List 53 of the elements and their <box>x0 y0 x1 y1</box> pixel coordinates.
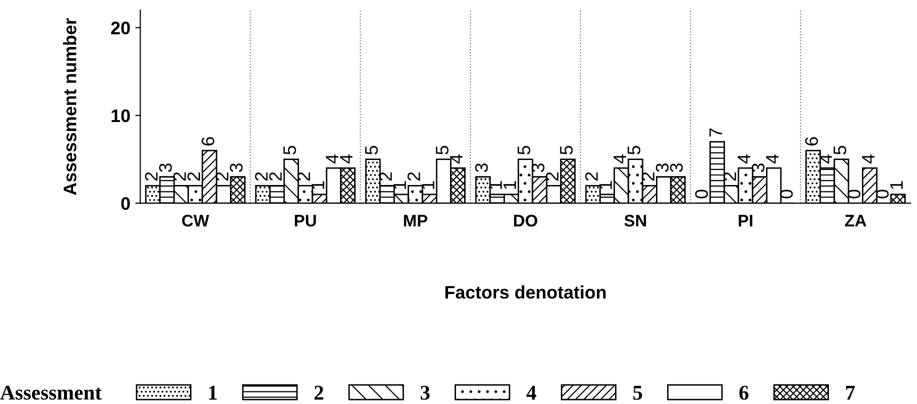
legend-label: 7 <box>846 386 855 400</box>
data-label: 3 <box>670 163 683 172</box>
data-label: 2 <box>144 172 158 181</box>
legend-label: 2 <box>314 386 324 400</box>
data-label: 5 <box>365 146 378 154</box>
legend-label: 4 <box>526 386 536 400</box>
legend-label: 6 <box>739 386 748 400</box>
data-label: 2 <box>585 172 598 181</box>
data-label: 5 <box>560 146 573 154</box>
data-label: 2 <box>187 172 200 181</box>
data-label: 3 <box>159 163 172 172</box>
data-label: 3 <box>475 163 488 172</box>
data-label: 5 <box>283 146 296 154</box>
data-label: 2 <box>407 172 420 181</box>
x-tick-label: ZA <box>844 214 866 226</box>
y-tick-label: 0 <box>121 197 130 210</box>
data-label: 6 <box>202 137 214 146</box>
x-tick-label: DO <box>514 214 538 227</box>
legend-label: 3 <box>420 386 430 400</box>
data-label: 7 <box>709 128 722 137</box>
y-axis-title: Assessment number <box>63 18 76 196</box>
data-label: 1 <box>890 181 903 189</box>
data-label: 4 <box>738 154 750 164</box>
data-label: 4 <box>766 154 778 164</box>
data-label: 1 <box>504 181 516 189</box>
data-label: 4 <box>614 154 626 164</box>
x-tick-label: CW <box>182 214 210 227</box>
data-label: 2 <box>269 172 282 181</box>
data-label: 4 <box>450 154 463 164</box>
data-label: 5 <box>834 146 846 154</box>
data-label: 4 <box>326 154 338 164</box>
data-label: 5 <box>436 146 449 154</box>
legend-title: Assessment <box>0 386 102 400</box>
data-label: 2 <box>254 172 268 181</box>
data-label: 5 <box>518 146 530 154</box>
data-label: 1 <box>599 181 612 189</box>
x-tick-label: PI <box>738 214 752 226</box>
data-label: 0 <box>695 190 708 198</box>
x-axis-title: Factors denotation <box>445 285 606 299</box>
y-tick-label: 10 <box>112 109 130 122</box>
data-label: 4 <box>862 154 874 164</box>
data-label: 1 <box>394 181 406 189</box>
y-tick-label: 20 <box>111 22 130 34</box>
data-label: 4 <box>340 154 352 164</box>
x-tick-label: SN <box>624 214 646 227</box>
data-label: 3 <box>230 163 243 172</box>
x-tick-label: MP <box>404 214 428 226</box>
legend-label: 1 <box>209 386 217 400</box>
x-tick-label: PU <box>294 214 316 227</box>
data-label: 6 <box>805 137 818 146</box>
legend-label: 5 <box>633 386 642 400</box>
data-label: 5 <box>628 146 640 154</box>
data-label: 3 <box>656 163 669 172</box>
